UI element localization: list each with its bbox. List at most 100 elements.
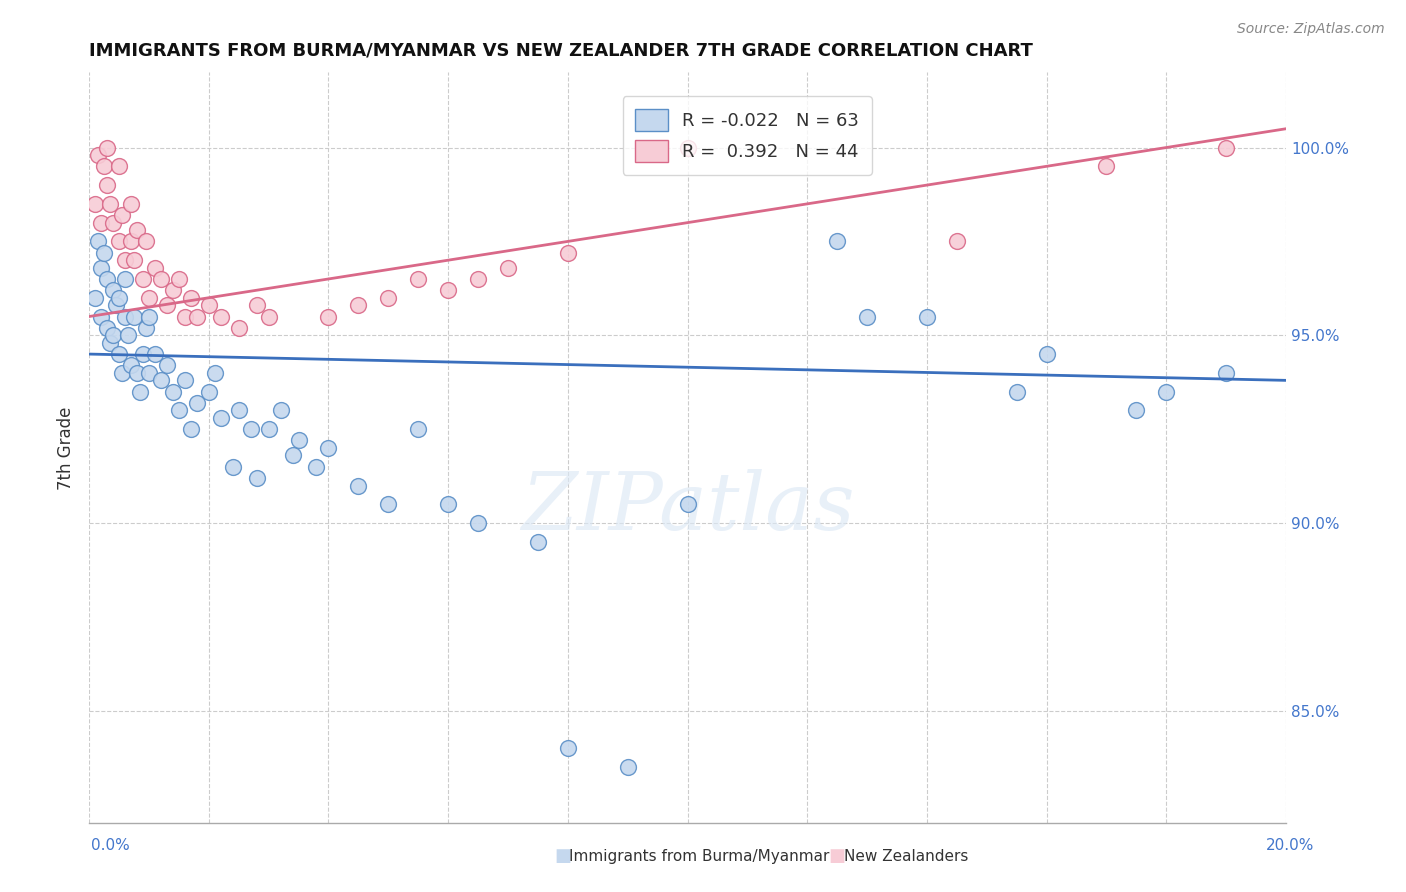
Point (96, 140, 118, 154)
Point (1035, 347, 1057, 361)
Point (125, 366, 148, 380)
Point (186, 310, 208, 324)
Point (406, 272, 429, 286)
Point (173, 373, 195, 387)
Point (467, 516, 489, 530)
Point (93, 245, 115, 260)
Point (108, 159, 131, 173)
Point (209, 411, 232, 425)
Point (108, 235, 131, 249)
Point (228, 320, 250, 334)
Point (90, 216, 112, 230)
Point (915, 310, 938, 324)
Point (1215, 140, 1237, 154)
Point (114, 253, 136, 268)
Point (84, 291, 107, 305)
Point (173, 310, 195, 324)
Legend: R = -0.022   N = 63, R =  0.392   N = 44: R = -0.022 N = 63, R = 0.392 N = 44 (623, 96, 872, 175)
Point (377, 291, 399, 305)
Point (138, 291, 160, 305)
Point (318, 441, 340, 455)
Point (257, 310, 280, 324)
Point (246, 471, 269, 485)
Point (101, 283, 124, 297)
Point (1095, 159, 1118, 173)
Point (129, 384, 152, 399)
Text: ■: ■ (828, 847, 845, 865)
Point (162, 384, 184, 399)
Point (287, 434, 309, 448)
Point (138, 366, 160, 380)
Point (281, 449, 304, 463)
Text: IMMIGRANTS FROM BURMA/MYANMAR VS NEW ZEALANDER 7TH GRADE CORRELATION CHART: IMMIGRANTS FROM BURMA/MYANMAR VS NEW ZEA… (89, 42, 1033, 60)
Point (557, 245, 579, 260)
Point (239, 422, 262, 436)
Point (117, 328, 139, 343)
Point (946, 235, 969, 249)
Point (87, 235, 110, 249)
Point (98, 197, 121, 211)
Point (180, 422, 202, 436)
Point (825, 235, 848, 249)
Point (96, 178, 118, 192)
Text: New Zealanders: New Zealanders (844, 849, 967, 863)
Point (135, 235, 157, 249)
Point (98, 335, 121, 350)
Point (111, 208, 134, 222)
Point (122, 253, 145, 268)
Text: Source: ZipAtlas.com: Source: ZipAtlas.com (1237, 22, 1385, 37)
Point (347, 298, 370, 312)
Text: 0.0%: 0.0% (91, 838, 131, 854)
Point (120, 235, 142, 249)
Point (138, 310, 160, 324)
Point (246, 298, 269, 312)
Point (676, 140, 699, 154)
Text: Immigrants from Burma/Myanmar: Immigrants from Burma/Myanmar (569, 849, 830, 863)
Point (1154, 384, 1177, 399)
Point (149, 272, 172, 286)
Point (270, 403, 292, 417)
Point (132, 272, 155, 286)
Point (132, 347, 155, 361)
Point (87, 148, 110, 162)
Point (1125, 403, 1147, 417)
Point (135, 320, 157, 334)
Point (347, 478, 370, 492)
Point (496, 260, 519, 275)
Point (90, 260, 112, 275)
Point (101, 216, 124, 230)
Point (209, 310, 232, 324)
Point (197, 298, 219, 312)
Point (156, 298, 179, 312)
Point (1005, 384, 1028, 399)
Point (318, 310, 340, 324)
Point (437, 283, 460, 297)
Point (162, 283, 184, 297)
Y-axis label: 7th Grade: 7th Grade (58, 406, 75, 490)
Point (105, 298, 128, 312)
Point (557, 741, 579, 756)
Point (467, 272, 489, 286)
Point (96, 320, 118, 334)
Point (856, 310, 879, 324)
Point (120, 197, 142, 211)
Point (167, 272, 190, 286)
Point (114, 272, 136, 286)
Point (101, 328, 124, 343)
Point (84, 197, 107, 211)
Point (180, 291, 202, 305)
Point (616, 760, 638, 774)
Point (228, 403, 250, 417)
Point (108, 291, 131, 305)
Point (197, 384, 219, 399)
Point (257, 422, 280, 436)
Point (437, 497, 460, 511)
Point (186, 396, 208, 410)
Point (114, 310, 136, 324)
Point (377, 497, 399, 511)
Point (122, 310, 145, 324)
Point (143, 260, 166, 275)
Point (156, 359, 179, 373)
Point (167, 403, 190, 417)
Point (222, 459, 245, 474)
